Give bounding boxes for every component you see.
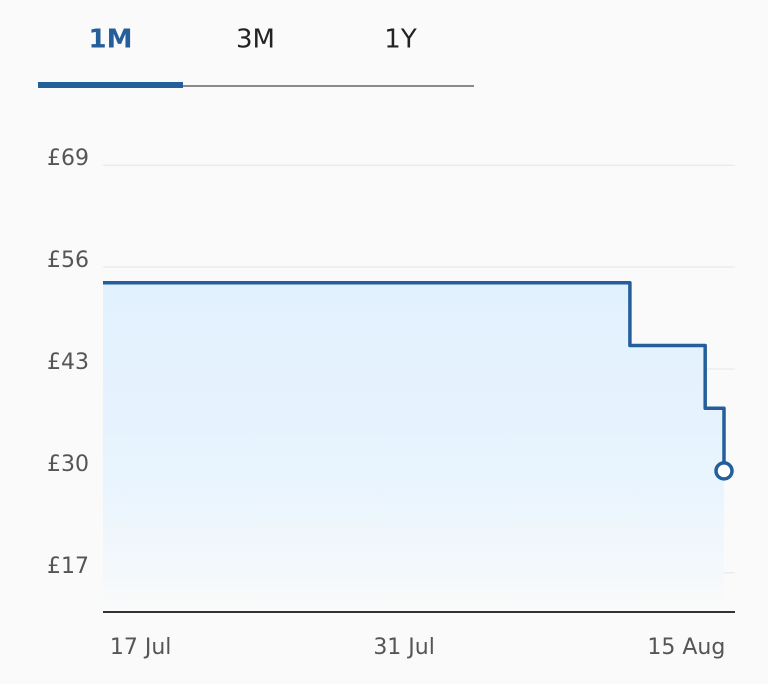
tab-indicator [38, 82, 183, 88]
x-tick-label: 15 Aug [647, 635, 725, 660]
y-tick-label: £43 [47, 350, 89, 375]
y-tick-label: £17 [47, 554, 89, 579]
x-tick-label: 17 Jul [110, 635, 172, 660]
current-point [714, 461, 734, 481]
tab-label[interactable]: 3M [236, 25, 275, 55]
x-tick-label: 31 Jul [373, 635, 435, 660]
y-tick-label: £56 [47, 248, 89, 273]
y-tick-label: £30 [47, 452, 89, 477]
tab-label[interactable]: 1Y [384, 25, 417, 55]
price-line [103, 281, 726, 471]
area-fill [103, 282, 724, 612]
tab-label[interactable]: 1M [89, 25, 133, 55]
y-tick-label: £69 [47, 146, 89, 171]
